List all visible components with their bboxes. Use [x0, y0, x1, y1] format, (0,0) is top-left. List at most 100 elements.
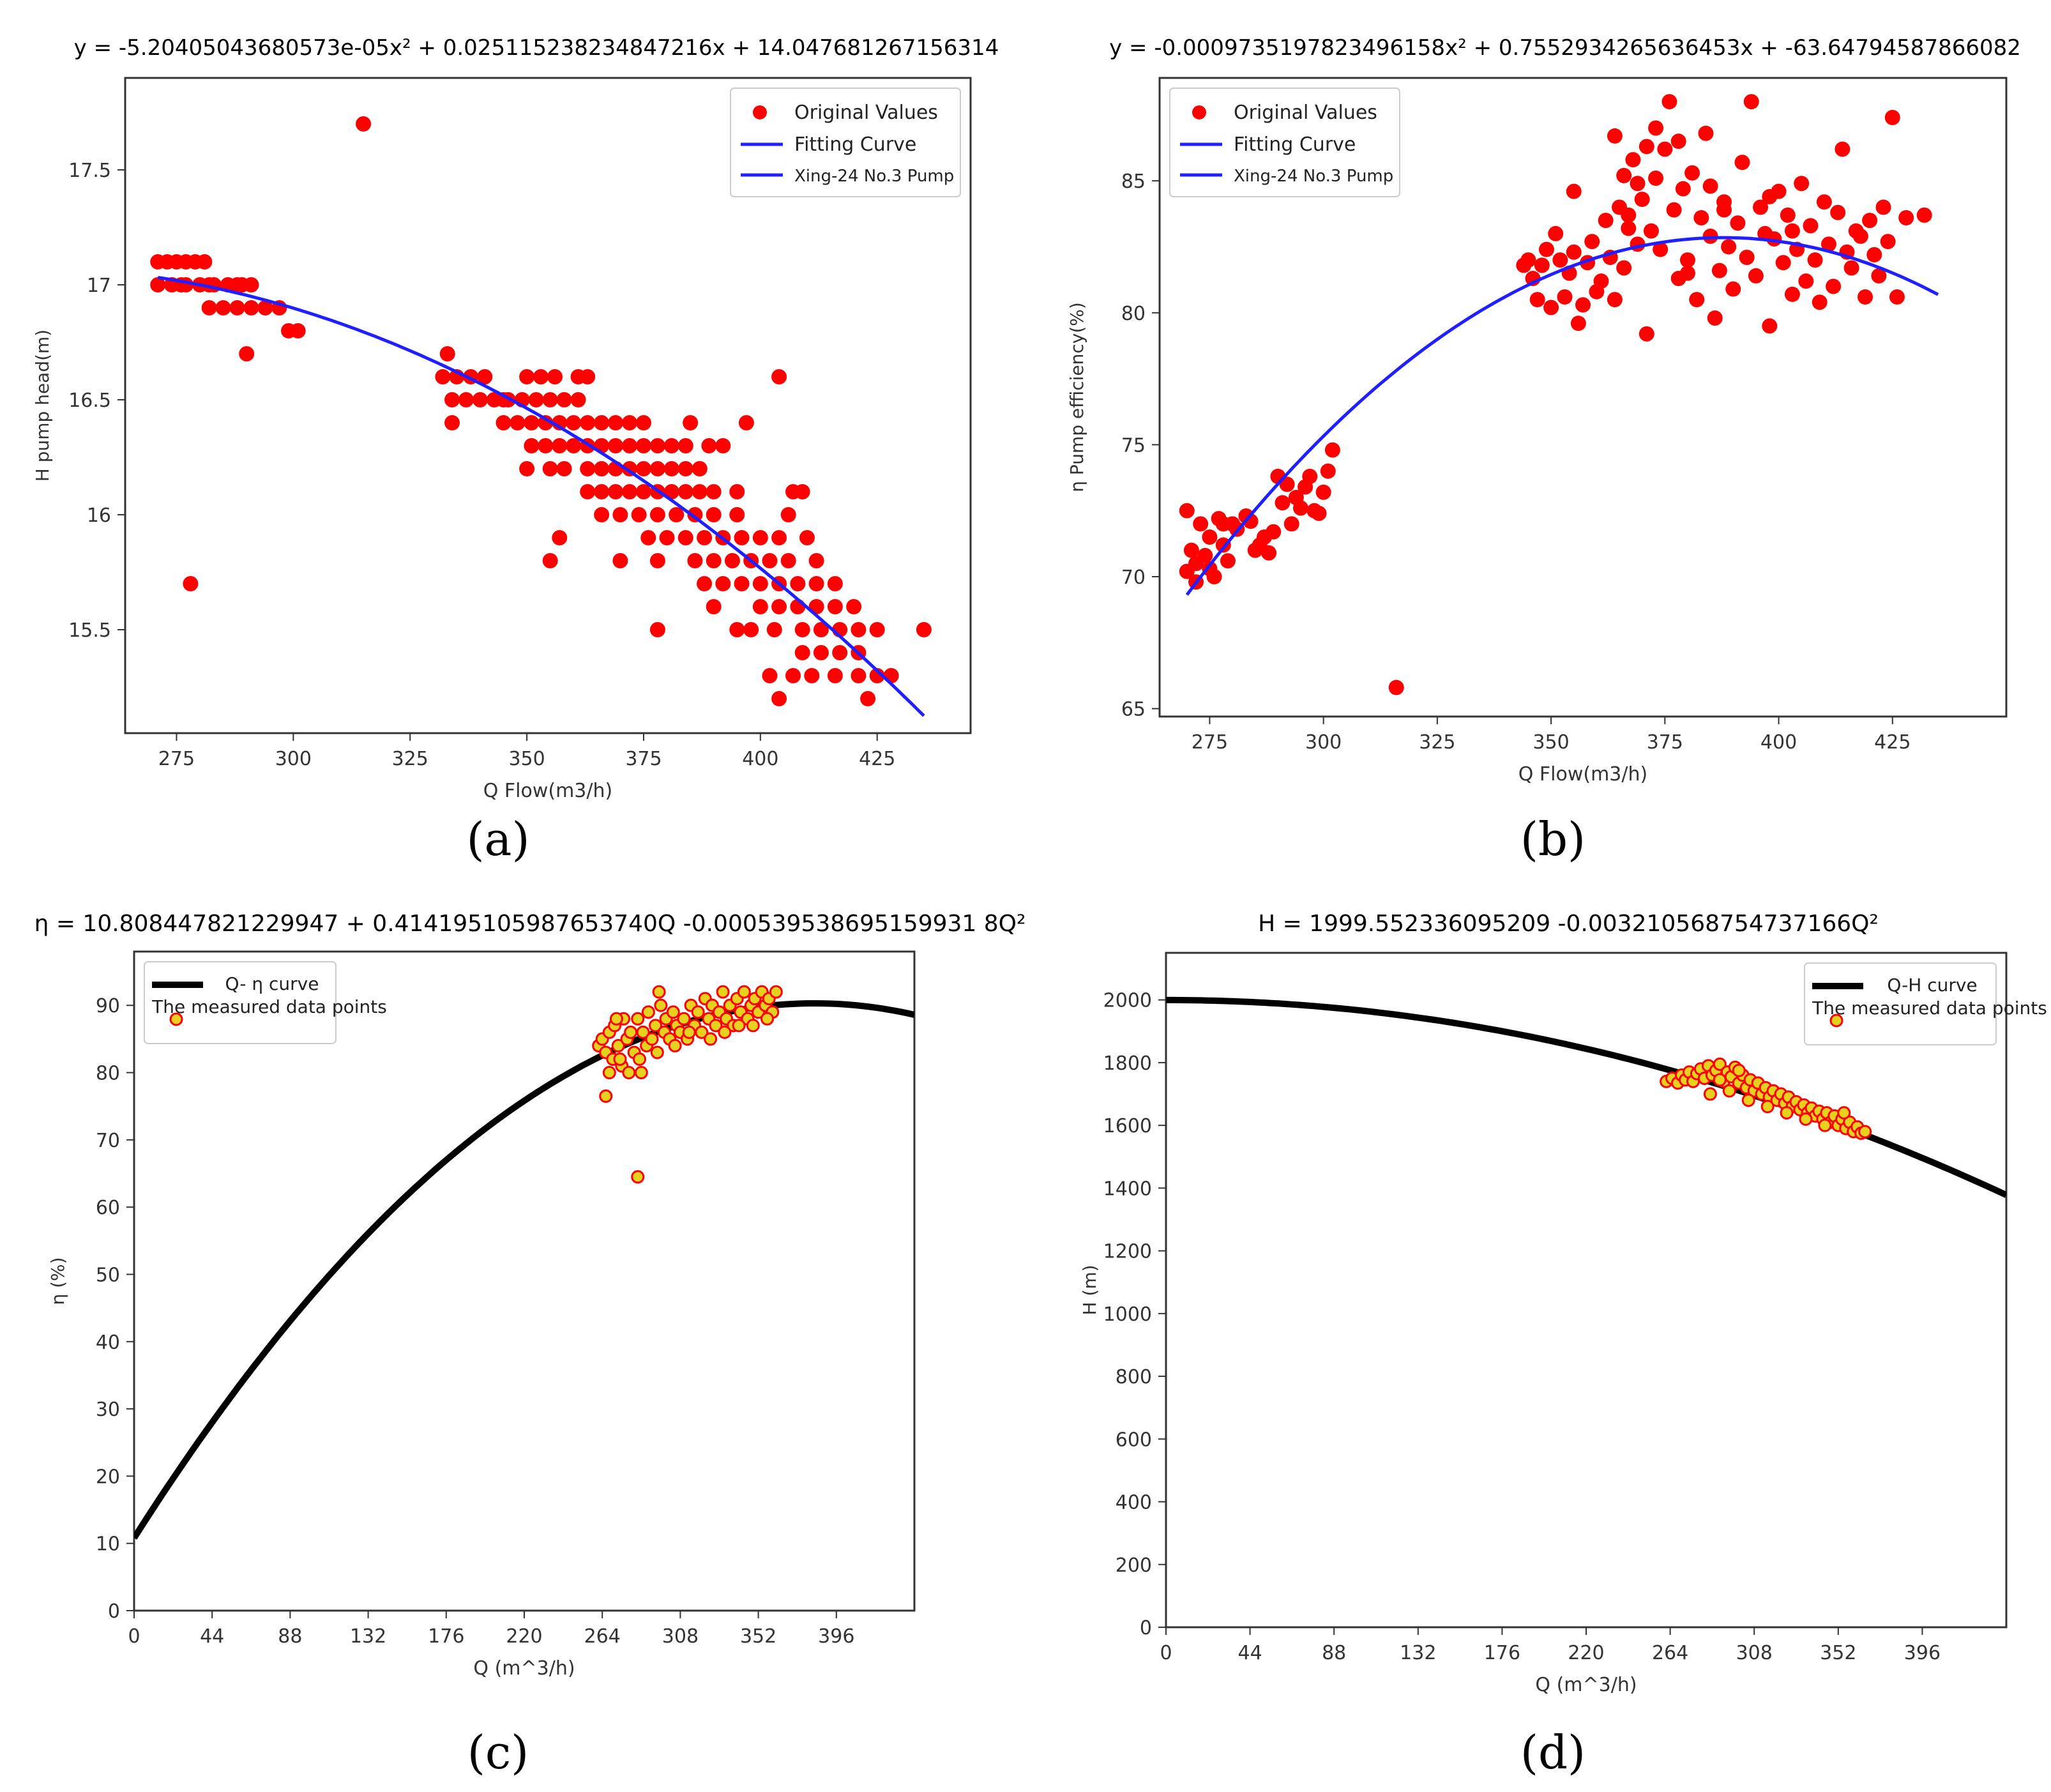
chart-a-data-point: [612, 553, 628, 568]
chart-b-data-point: [1852, 228, 1868, 244]
chart-a-data-point: [524, 415, 540, 430]
chart-b-data-point: [1784, 286, 1800, 302]
chart-b-data-point: [1643, 223, 1659, 239]
chart-d-data-point: [1732, 1063, 1746, 1077]
caption-a: (a): [466, 812, 530, 866]
chart-b-data-point: [1830, 204, 1846, 220]
chart-d-legend-marker-points: [1829, 1014, 1843, 1028]
chart-b-y-tick-label: 75: [1121, 434, 1146, 457]
chart-b-data-point: [1693, 210, 1709, 226]
chart-a-data-point: [580, 369, 596, 384]
chart-a-data-point: [649, 438, 665, 453]
chart-c-data-point: [769, 985, 783, 999]
chart-a-data-point: [435, 369, 451, 384]
chart-a-legend-label: Original Values: [794, 102, 938, 124]
chart-b-x-tick-label: 425: [1874, 731, 1911, 754]
chart-a-x-tick-label: 300: [275, 748, 312, 770]
chart-c-data-point: [599, 1089, 613, 1103]
chart-c-title: η = 10.808447821229947 + 0.4141951059876…: [34, 911, 1026, 937]
chart-a-fitting-curve: [157, 276, 925, 717]
chart-c-x-tick-label: 44: [200, 1625, 224, 1648]
chart-a-data-point: [743, 622, 759, 637]
chart-a-data-point: [832, 645, 848, 660]
chart-c-x-tick-label: 220: [506, 1625, 542, 1648]
chart-c-y-tick-label: 50: [96, 1264, 120, 1286]
chart-a-data-point: [729, 507, 745, 522]
chart-c-y-tick-label: 10: [96, 1533, 120, 1556]
chart-d-x-axis-label: Q (m^3/h): [1535, 1674, 1637, 1696]
chart-a-data-point: [734, 530, 750, 545]
chart-d-data-point: [1858, 1125, 1872, 1139]
chart-b-data-point: [1734, 155, 1750, 171]
chart-b-data-point: [1725, 281, 1741, 297]
chart-a-data-point: [697, 530, 713, 545]
chart-a-x-tick-label: 400: [742, 748, 778, 770]
chart-b-plot-frame: [1158, 77, 2008, 718]
chart-b-data-point: [1252, 537, 1268, 553]
chart-a-data-point: [808, 553, 824, 568]
chart-a-data-point: [827, 576, 843, 591]
chart-b-x-tick-label: 275: [1192, 731, 1228, 754]
chart-d-y-tick-label: 1600: [1103, 1115, 1152, 1137]
chart-a-y-tick-label: 15.5: [68, 619, 111, 642]
chart-a-data-point: [738, 415, 754, 430]
chart-b-data-point: [1202, 529, 1218, 545]
chart-c-y-tick-label: 90: [96, 995, 120, 1017]
chart-a-data-point: [533, 369, 549, 384]
chart-c-data-point: [691, 1005, 705, 1019]
chart-a-data-point: [687, 553, 703, 568]
chart-a-data-point: [229, 300, 245, 315]
chart-a-data-point: [724, 553, 740, 568]
chart-b-data-point: [1570, 315, 1586, 331]
chart-b-data-point: [1762, 318, 1778, 334]
chart-b-data-point: [1794, 176, 1810, 192]
chart-b-data-point: [1689, 292, 1705, 308]
chart-b-data-point: [1862, 213, 1878, 229]
chart-b-data-point: [1716, 202, 1732, 218]
chart-a-data-point: [594, 484, 610, 499]
chart-b-data-point: [1538, 241, 1554, 257]
chart-b-data-point: [1784, 223, 1800, 239]
chart-c-data-point: [624, 1025, 638, 1039]
chart-b-y-tick-label: 65: [1121, 699, 1146, 721]
chart-a-data-point: [804, 668, 820, 683]
chart-a-data-point: [566, 438, 582, 453]
chart-b-data-point: [1548, 225, 1564, 241]
chart-b-data-point: [1634, 192, 1650, 208]
chart-b-data-point: [1858, 289, 1873, 305]
chart-d-legend-label: Q-H curve: [1887, 975, 1977, 996]
chart-a-data-point: [150, 277, 166, 292]
chart-b-data-point: [1698, 125, 1714, 141]
chart-b-data-point: [1679, 252, 1695, 268]
chart-panel-c: η = 10.808447821229947 + 0.4141951059876…: [0, 900, 1026, 1718]
chart-b-data-point: [1780, 207, 1796, 223]
chart-a-data-point: [444, 415, 460, 430]
chart-b-data-point: [1516, 257, 1532, 273]
chart-c-data-point: [633, 1052, 647, 1066]
chart-a-data-point: [706, 484, 722, 499]
chart-a-data-point: [622, 438, 638, 453]
chart-a-y-tick-label: 16.5: [68, 390, 111, 412]
chart-c-data-point: [631, 1170, 645, 1184]
chart-b-data-point: [1753, 199, 1769, 215]
chart-b-x-tick-label: 375: [1647, 731, 1683, 754]
chart-a-data-point: [566, 415, 582, 430]
chart-b-data-point: [1621, 220, 1637, 236]
chart-b-data-point: [1593, 273, 1609, 289]
chart-b-x-tick-label: 350: [1533, 731, 1569, 754]
chart-d-y-tick-label: 400: [1116, 1492, 1152, 1514]
chart-a-data-point: [552, 530, 568, 545]
chart-c-x-tick-label: 88: [278, 1625, 302, 1648]
chart-a-data-point: [771, 691, 787, 706]
chart-a-data-point: [813, 622, 829, 637]
chart-b-data-point: [1880, 234, 1896, 250]
chart-a-data-point: [538, 415, 554, 430]
chart-c-data-point: [650, 1045, 664, 1059]
chart-b-data-point: [1266, 524, 1282, 540]
chart-d-x-tick-label: 264: [1652, 1642, 1688, 1664]
chart-b-data-point: [1670, 133, 1686, 149]
chart-a-data-point: [477, 369, 493, 384]
chart-d-x-tick-label: 308: [1736, 1642, 1773, 1664]
chart-a-data-point: [827, 599, 843, 614]
chart-a-data-point: [697, 576, 713, 591]
